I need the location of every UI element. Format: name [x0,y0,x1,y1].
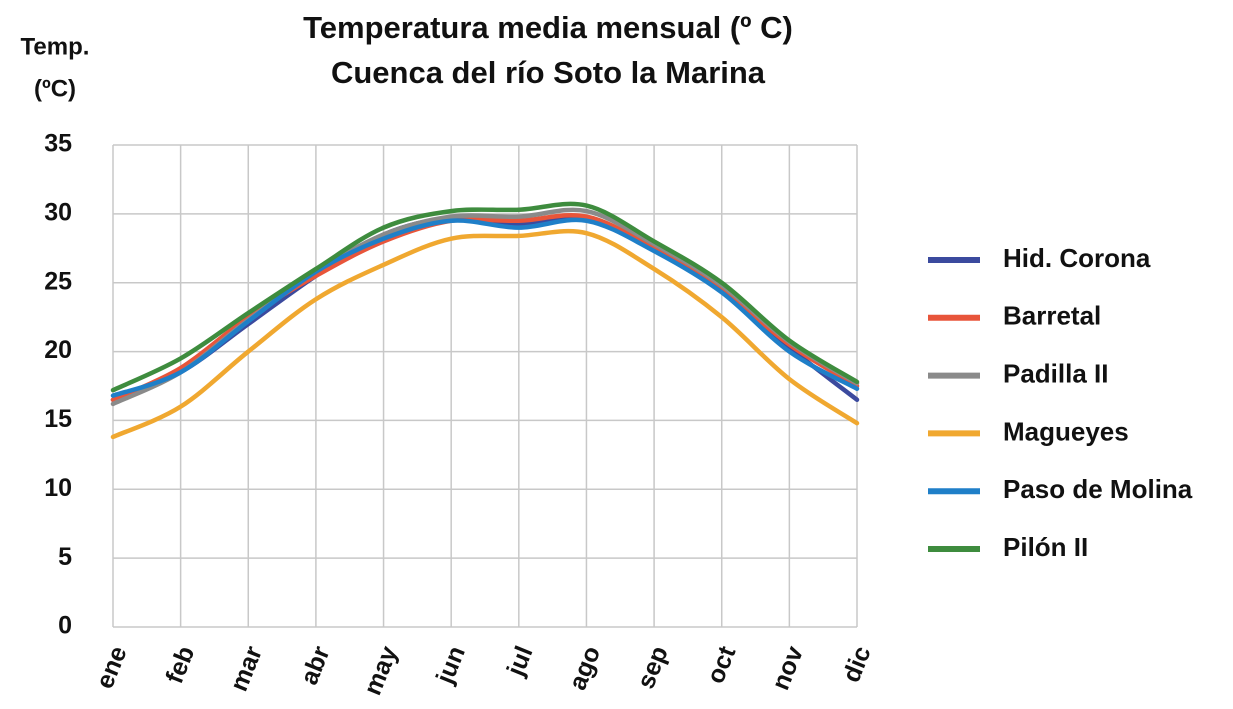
y-tick-label: 0 [58,612,72,640]
legend-label: Magueyes [1003,416,1129,446]
y-axis-label: (ºC) [34,75,76,102]
legend-label: Pilón II [1003,532,1088,562]
y-tick-label: 10 [44,474,72,502]
legend-label: Padilla II [1003,358,1109,388]
y-tick-label: 5 [58,543,72,571]
line [110,217,860,398]
x-tick-label: may [359,642,404,699]
x-tick-label: sep [632,642,674,692]
x-tick-label: dic [837,642,877,686]
y-tick-label: 30 [44,198,72,226]
line [110,212,860,403]
x-tick-label: ene [91,642,133,693]
x-tick-label: feb [160,642,200,687]
x-tick-label: oct [701,642,741,688]
x-tick-label: jun [430,642,470,688]
line [110,228,860,440]
y-tick-label: 35 [44,130,72,158]
y-tick-label: 15 [44,405,72,433]
legend-label: Paso de Molina [1003,474,1193,504]
chart-subtitle: Cuenca del río Soto la Marina [331,55,766,90]
legend-label: Hid. Corona [1003,243,1151,273]
legend-label: Barretal [1003,301,1101,331]
chart-title: Temperatura media mensual (º C) [303,10,793,45]
line [110,201,860,393]
y-tick-label: 25 [44,267,72,295]
line [110,207,860,407]
x-tick-label: jul [501,642,538,680]
y-tick-label: 20 [44,336,72,364]
x-tick-label: ago [564,642,607,694]
y-axis-label: Temp. [21,33,90,60]
x-tick-label: abr [295,642,336,689]
x-tick-label: mar [225,642,268,695]
x-tick-label: nov [766,642,809,694]
